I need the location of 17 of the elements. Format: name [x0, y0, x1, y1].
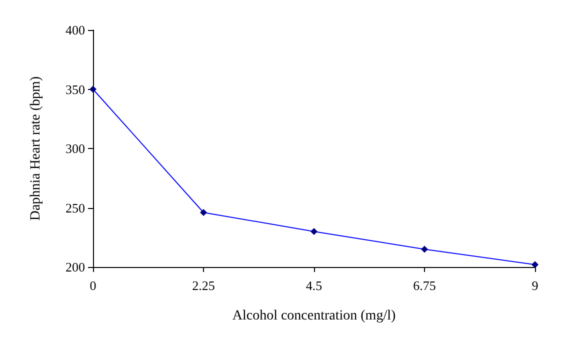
x-axis-title: Alcohol concentration (mg/l) — [232, 308, 396, 324]
x-tick-label: 4.5 — [306, 278, 322, 293]
point — [200, 208, 207, 216]
y-tick-label: 350 — [66, 82, 85, 97]
y-tick-label: 300 — [66, 141, 85, 156]
y-tick-label: 250 — [66, 200, 85, 216]
point — [532, 261, 538, 268]
y-tick-label: 200 — [66, 260, 85, 274]
x-tick-label: 2.25 — [192, 278, 215, 293]
x-tick-label: 9 — [532, 278, 538, 293]
point — [90, 86, 96, 93]
x-tick-label: 6.75 — [413, 278, 436, 293]
y-tick-label: 400 — [66, 22, 85, 38]
x-tick-label: 0 — [90, 278, 96, 293]
point — [310, 228, 318, 235]
point — [421, 246, 428, 253]
y-axis-title: Daphnia Heart rate (bpm) — [28, 76, 44, 221]
